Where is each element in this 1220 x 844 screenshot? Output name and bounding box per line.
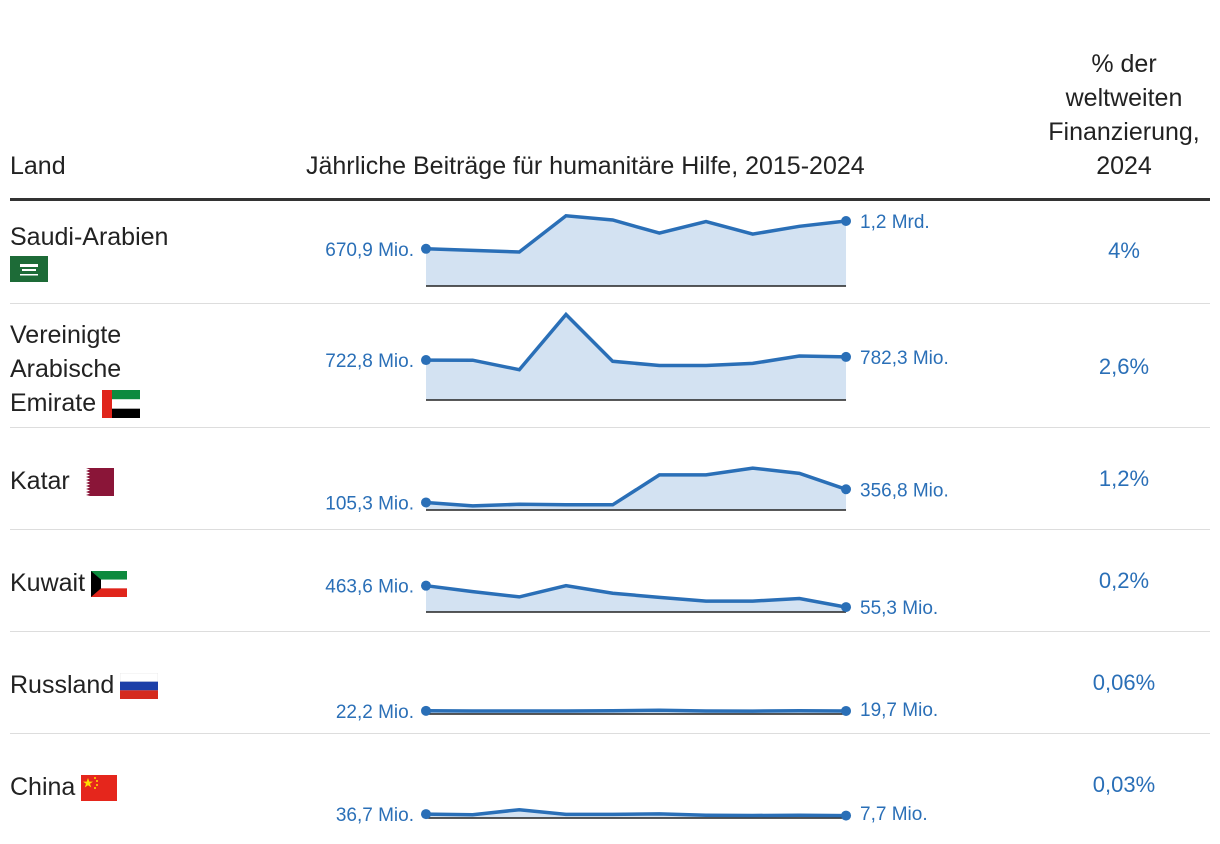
sparkline-start-label: 105,3 Mio.: [325, 493, 414, 514]
sparkline-start-label: 463,6 Mio.: [325, 577, 414, 598]
qatar-flag-icon: [75, 468, 114, 497]
sparkline-start-label: 22,2 Mio.: [336, 702, 414, 723]
sparkline-end-point: [841, 602, 852, 613]
sparkline-end-point: [841, 484, 852, 495]
country-name-text: Vereinigte: [10, 321, 122, 349]
sparkline-end-label: 356,8 Mio.: [860, 480, 949, 501]
country-name-line: Emirate: [10, 386, 141, 420]
sparkline-start-label: 722,8 Mio.: [325, 351, 414, 372]
sparkline-end-point: [841, 705, 852, 716]
row-divider: [10, 529, 1210, 530]
sparkline-end-point: [841, 810, 852, 821]
share-value: 4%: [1108, 238, 1140, 263]
sparkline-start-point: [421, 497, 431, 508]
uae-flag-icon: [102, 390, 141, 419]
sparkline-area: [426, 314, 847, 400]
country-name-line: Vereinigte: [10, 318, 140, 352]
country-name-text: Russland: [10, 671, 115, 699]
row-divider: [10, 303, 1210, 304]
sparkline-chart: 670,9 Mio. 1,2 Mrd.: [325, 212, 930, 287]
sparkline-area: [426, 585, 847, 612]
russia-flag-icon: [120, 673, 159, 700]
country-name-line: Arabische: [10, 352, 140, 386]
sparkline-line: [425, 807, 847, 818]
sparkline-end-label: 7,7 Mio.: [860, 804, 928, 825]
china-flag-icon: [81, 775, 118, 802]
share-header-line: 2024: [1096, 152, 1152, 180]
sparkline-start-point: [421, 355, 431, 366]
country-name-line: Kuwait: [10, 566, 128, 600]
share-value: 0,06%: [1092, 670, 1156, 695]
sparkline-chart: 722,8 Mio. 782,3 Mio.: [325, 311, 949, 401]
sparkline-start-label: 670,9 Mio.: [325, 240, 414, 261]
share-header-line: weltweiten: [1065, 84, 1183, 112]
country-name: Kuwait: [10, 566, 128, 600]
sparkline-chart: 22,2 Mio. 19,7 Mio.: [336, 700, 938, 723]
row-divider: [10, 427, 1210, 428]
country-name-text: Kuwait: [10, 569, 86, 597]
country-name: Russland: [10, 668, 159, 702]
country-name: Saudi-Arabien: [10, 220, 168, 282]
country-name: China: [10, 770, 118, 804]
country-row: Saudi-Arabien 4% 670,9 Mio. 1,2 Mrd.: [10, 202, 1210, 304]
share-value: 1,2%: [1098, 466, 1150, 491]
sparkline-end-label: 19,7 Mio.: [860, 700, 938, 721]
country-name-text: Saudi-Arabien: [10, 223, 169, 251]
country-row: Kuwait 0,2% 463,6 Mio. 55,3 Mio.: [10, 530, 1210, 632]
country-row: Katar 1,2% 105,3 Mio. 356,8 Mio.: [10, 428, 1210, 530]
sparkline-end-label: 1,2 Mrd.: [860, 212, 930, 233]
sparkline-end-label: 55,3 Mio.: [860, 598, 938, 619]
sparkline-area: [426, 215, 847, 286]
sparkline-line: [425, 583, 847, 609]
sparkline-start-point: [421, 809, 431, 820]
country-row: Russland 0,06% 22,2 Mio. 19,7 Mio.: [10, 632, 1210, 734]
country-name-text: Katar: [10, 467, 70, 495]
country-row: Vereinigte Arabische Emirate 2,6% 722,8 Mio.…: [10, 304, 1210, 428]
row-divider: [10, 733, 1210, 734]
share-value: 2,6%: [1098, 354, 1150, 379]
sparkline-start-point: [421, 705, 431, 716]
country-name-line: China: [10, 770, 118, 804]
sparkline-end-point: [841, 216, 852, 226]
sparkline-area: [426, 468, 847, 510]
country-name-text: Emirate: [10, 389, 97, 417]
saudi-arabia-flag-icon: [10, 256, 48, 282]
sparkline-line: [425, 708, 847, 713]
share-header-line: Finanzierung,: [1048, 118, 1200, 146]
sparkline-start-point: [421, 580, 431, 591]
header-rule: [10, 198, 1210, 201]
sparkline-chart: 36,7 Mio. 7,7 Mio.: [336, 804, 928, 826]
column-header-chart: Jährliche Beiträge für humanitäre Hilfe,…: [306, 152, 865, 180]
country-name-line: Saudi-Arabien: [10, 220, 168, 282]
kuwait-flag-icon: [91, 571, 128, 598]
sparkline-start-point: [421, 243, 431, 254]
sparkline-chart: 463,6 Mio. 55,3 Mio.: [325, 577, 938, 619]
share-header-line: % der: [1091, 50, 1157, 78]
sparkline-chart: 105,3 Mio. 356,8 Mio.: [325, 466, 949, 514]
country-name: Vereinigte Arabische Emirate: [10, 318, 141, 420]
column-header-country: Land: [10, 152, 66, 180]
country-name-text: China: [10, 773, 76, 801]
country-name-line: Katar: [10, 464, 114, 498]
country-row: China 0,03% 36,7 Mio. 7,7 Mio.: [10, 734, 1210, 838]
sparkline-start-label: 36,7 Mio.: [336, 805, 414, 826]
country-name-line: Russland: [10, 668, 159, 702]
sparkline-line: [425, 311, 847, 372]
country-name-text: Arabische: [10, 355, 122, 383]
share-value: 0,03%: [1092, 772, 1156, 797]
sparkline-line: [425, 213, 847, 254]
column-header-share: % der weltweiten Finanzierung, 2024: [1036, 47, 1212, 183]
sparkline-line: [425, 466, 847, 508]
sparkline-end-label: 782,3 Mio.: [860, 348, 949, 369]
share-value: 0,2%: [1098, 568, 1150, 593]
row-divider: [10, 631, 1210, 632]
sparkline-end-point: [841, 351, 852, 362]
country-name: Katar: [10, 464, 114, 498]
